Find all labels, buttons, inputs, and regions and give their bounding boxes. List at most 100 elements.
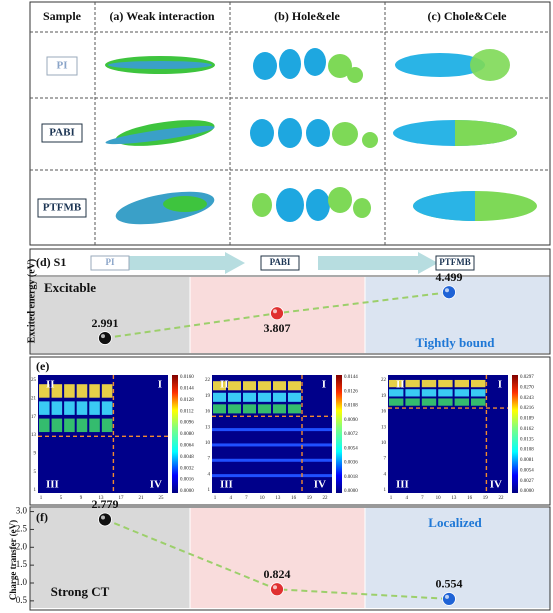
- table-frame: [29, 1, 551, 246]
- colorbar-label: 0.0216: [520, 406, 534, 411]
- heat-cell: [454, 389, 469, 397]
- colorbar-label: 0.0000: [344, 489, 358, 494]
- y-tick-label: 2.0: [16, 541, 28, 551]
- quadrant-label: III: [220, 479, 233, 491]
- heat-cell: [471, 379, 486, 388]
- y-tick-label: 17: [31, 415, 37, 420]
- panel-label: (f): [36, 510, 48, 524]
- y-axis-label: Charge transfer (eV): [8, 520, 18, 600]
- data-label: 0.824: [264, 567, 291, 581]
- quadrant-label: II: [220, 379, 229, 391]
- heat-cell: [228, 404, 241, 414]
- heat-cell: [39, 418, 50, 433]
- colorbar-label: 0.0016: [180, 478, 194, 483]
- data-label: 4.499: [436, 270, 463, 284]
- quadrant-label: I: [158, 379, 162, 391]
- molecule-images: [105, 48, 537, 225]
- panel-frame: [29, 506, 551, 611]
- x-tick-label: 21: [139, 496, 145, 501]
- heat-cell: [39, 401, 50, 415]
- y-tick-label: 21: [31, 396, 37, 401]
- highlight: [445, 288, 449, 293]
- heat-cell: [243, 404, 256, 414]
- x-tick-label: 25: [159, 496, 165, 501]
- heat-cell: [389, 379, 404, 388]
- quadrant-label: III: [46, 479, 59, 491]
- x-tick-label: 22: [323, 496, 329, 501]
- y-tick-label: 1: [34, 488, 37, 493]
- colorbar-label: 0.0108: [344, 404, 358, 409]
- annotation: Excitable: [44, 280, 96, 295]
- data-point: [270, 306, 284, 321]
- highlight: [273, 309, 277, 314]
- x-tick-label: 19: [307, 496, 313, 501]
- x-tick-label: 17: [119, 496, 125, 501]
- colorbar-label: 0.0112: [180, 409, 194, 414]
- heat-cell: [438, 379, 453, 388]
- x-tick-label: 7: [421, 496, 424, 501]
- heat-cell: [258, 381, 271, 391]
- data-point: [270, 582, 284, 597]
- heat-cell: [101, 418, 113, 433]
- colorbar-label: 0.0090: [344, 418, 358, 423]
- data-point: [442, 592, 456, 606]
- sample: PI: [57, 60, 68, 72]
- quadrant-label: II: [46, 379, 55, 391]
- colorbar: [512, 375, 518, 493]
- heat-cell: [389, 398, 404, 406]
- heat-cell: [89, 418, 100, 433]
- heat-cell: [212, 474, 332, 478]
- panel-frame: [29, 248, 551, 355]
- heat-cell: [405, 389, 420, 397]
- heat-cell: [64, 418, 75, 433]
- header: (b) Hole&ele: [274, 9, 340, 23]
- sample: PTFMB: [43, 202, 82, 214]
- background-band: [30, 508, 190, 608]
- data-label: 0.554: [436, 577, 463, 591]
- heat-cell: [405, 379, 420, 388]
- colorbar-label: 0.0081: [520, 458, 534, 463]
- heat-cell: [89, 401, 100, 415]
- y-tick-label: 10: [381, 441, 387, 446]
- colorbar-label: 0.0108: [520, 448, 534, 453]
- colorbar-label: 0.0000: [180, 489, 194, 494]
- x-tick-label: 13: [275, 496, 281, 501]
- colorbar-label: 0.0032: [180, 466, 194, 471]
- y-tick-label: 13: [31, 433, 37, 438]
- heat-cell: [288, 392, 301, 402]
- colorbar-label: 0.0027: [520, 479, 534, 484]
- heat-cell: [101, 384, 113, 398]
- y-tick-label: 22: [205, 378, 211, 383]
- heat-cell: [213, 392, 226, 402]
- header: (a) Weak interaction: [109, 9, 214, 23]
- heat-cell: [454, 379, 469, 388]
- quadrant-label: IV: [314, 479, 326, 491]
- quadrant-label: II: [396, 379, 405, 391]
- heat-cell: [212, 443, 332, 447]
- heat-cell: [288, 404, 301, 414]
- colorbar: [172, 375, 178, 493]
- sample-box: [46, 56, 78, 76]
- x-tick-label: 13: [99, 496, 105, 501]
- heat-cell: [273, 404, 286, 414]
- colorbar-label: 0.0054: [344, 446, 358, 451]
- heat-cell: [454, 398, 469, 406]
- y-tick-label: 2.5: [16, 523, 28, 533]
- y-tick-label: 13: [381, 425, 387, 430]
- heat-cell: [51, 418, 63, 433]
- table-grid: [30, 2, 550, 245]
- colorbar-label: 0.0036: [344, 461, 358, 466]
- y-tick-label: 1.5: [16, 559, 28, 569]
- y-tick-label: 10: [205, 441, 211, 446]
- y-tick-label: 1: [384, 488, 387, 493]
- heat-cell: [76, 401, 88, 415]
- colorbar-label: 0.0243: [520, 396, 534, 401]
- colorbar-label: 0.0080: [180, 432, 194, 437]
- annotation: Tightly bound: [416, 335, 496, 350]
- quadrant-label: IV: [490, 479, 502, 491]
- category-label: PI: [106, 257, 115, 267]
- x-tick-label: 4: [229, 496, 232, 501]
- heat-cell: [64, 384, 75, 398]
- colorbar-label: 0.0144: [180, 387, 194, 392]
